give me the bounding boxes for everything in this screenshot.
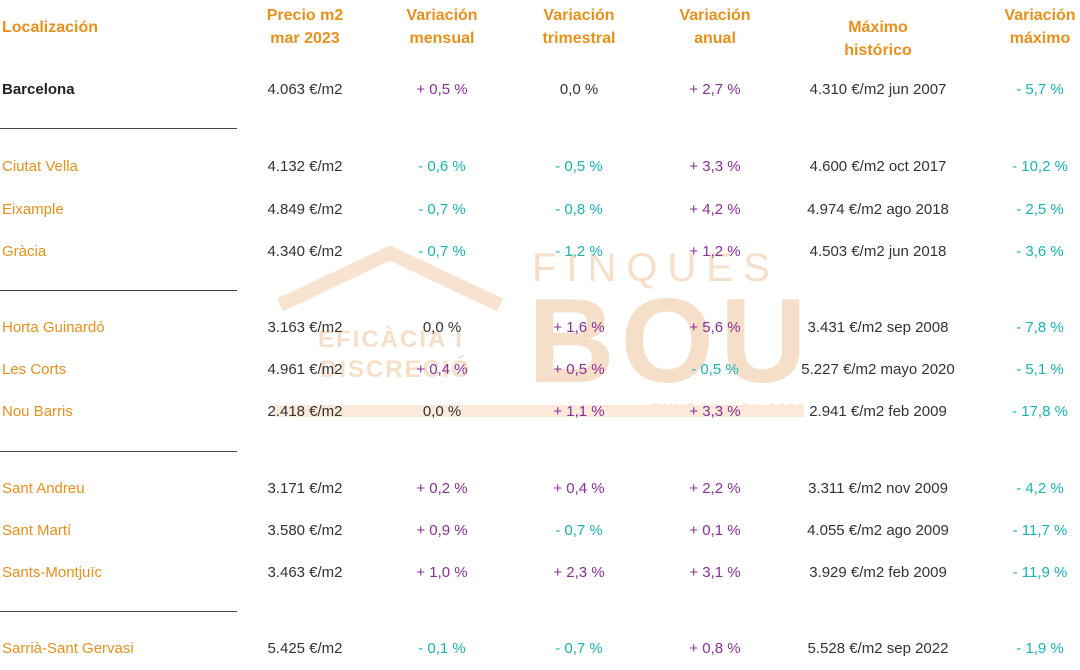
variacion-mensual-cell: 0,0 % [422,319,462,336]
price-cell: 4.961 €/m2 [267,361,343,378]
variacion-anual-cell: + 5,6 % [689,319,741,336]
location-label: Ciutat Vella [2,158,78,175]
price-cell: 4.132 €/m2 [267,158,343,175]
group-separator [0,611,237,612]
variacion-trimestral-cell: - 0,7 % [555,522,603,539]
variacion-mensual-cell: + 0,4 % [416,361,468,378]
location-label: Horta Guinardó [2,319,105,336]
variacion-mensual-cell: + 0,5 % [416,81,468,98]
location-label: Sants-Montjuïc [2,564,103,581]
watermark-bou: BOU [528,274,813,408]
variacion-trimestral-cell: + 1,1 % [553,403,605,420]
variacion-mensual-cell: - 0,7 % [418,201,466,218]
location-label: Sant Andreu [2,480,85,497]
price-cell: 4.849 €/m2 [267,201,343,218]
header-maximo-historico: Máximo histórico [844,19,912,59]
variacion-maximo-cell: - 11,9 % [1012,564,1068,581]
price-cell: 4.063 €/m2 [267,81,343,98]
maximo-historico-cell: 4.503 €/m2 jun 2018 [809,243,947,260]
variacion-maximo-cell: - 5,7 % [1016,81,1064,98]
location-label: Sarrià-Sant Gervasi [2,640,134,657]
variacion-maximo-cell: - 4,2 % [1016,480,1064,497]
price-cell: 3.163 €/m2 [267,319,343,336]
variacion-anual-cell: + 4,2 % [689,201,741,218]
variacion-trimestral-cell: - 0,5 % [555,158,603,175]
variacion-maximo-cell: - 3,6 % [1016,243,1064,260]
maximo-historico-cell: 2.941 €/m2 feb 2009 [809,403,947,420]
header-variacion-maximo: Variación máximo [1004,7,1076,47]
header-variacion-trimestral: Variación trimestral [542,7,616,47]
variacion-anual-cell: + 3,3 % [689,158,741,175]
price-cell: 5.425 €/m2 [267,640,343,657]
variacion-anual-cell: + 2,7 % [689,81,741,98]
price-cell: 2.418 €/m2 [267,403,343,420]
variacion-trimestral-cell: + 0,5 % [553,361,605,378]
variacion-mensual-cell: + 1,0 % [416,564,468,581]
variacion-mensual-cell: - 0,1 % [418,640,466,657]
variacion-trimestral-cell: - 0,8 % [555,201,603,218]
location-label: Les Corts [2,361,67,378]
variacion-anual-cell: + 3,3 % [689,403,741,420]
variacion-maximo-cell: - 11,7 % [1012,522,1068,539]
maximo-historico-cell: 4.600 €/m2 oct 2017 [809,158,947,175]
price-cell: 4.340 €/m2 [267,243,343,260]
location-label: Barcelona [2,81,75,98]
variacion-anual-cell: - 0,5 % [691,361,739,378]
maximo-historico-cell: 5.528 €/m2 sep 2022 [807,640,949,657]
maximo-historico-cell: 5.227 €/m2 mayo 2020 [801,361,955,378]
variacion-maximo-cell: - 10,2 % [1012,158,1068,175]
variacion-anual-cell: + 3,1 % [689,564,741,581]
variacion-trimestral-cell: + 0,4 % [553,480,605,497]
variacion-anual-cell: + 0,1 % [689,522,741,539]
variacion-mensual-cell: + 0,2 % [416,480,468,497]
variacion-anual-cell: + 1,2 % [689,243,741,260]
variacion-mensual-cell: - 0,7 % [418,243,466,260]
group-separator [0,290,237,291]
price-cell: 3.463 €/m2 [267,564,343,581]
group-separator [0,128,237,129]
variacion-maximo-cell: - 1,9 % [1016,640,1064,657]
location-label: Sant Martí [2,522,72,539]
variacion-maximo-cell: - 5,1 % [1016,361,1064,378]
variacion-maximo-cell: - 7,8 % [1016,319,1064,336]
variacion-trimestral-cell: 0,0 % [559,81,599,98]
header-localizacion: Localización [2,19,99,36]
header-variacion-anual: Variación anual [679,7,751,47]
variacion-trimestral-cell: - 0,7 % [555,640,603,657]
price-cell: 3.171 €/m2 [267,480,343,497]
location-label: Nou Barris [2,403,73,420]
price-cell: 3.580 €/m2 [267,522,343,539]
variacion-mensual-cell: + 0,9 % [416,522,468,539]
variacion-trimestral-cell: + 2,3 % [553,564,605,581]
location-label: Eixample [2,201,64,218]
maximo-historico-cell: 4.974 €/m2 ago 2018 [807,201,949,218]
group-separator [0,451,237,452]
maximo-historico-cell: 3.929 €/m2 feb 2009 [809,564,947,581]
variacion-mensual-cell: - 0,6 % [418,158,466,175]
header-variacion-mensual: Variación mensual [406,7,478,47]
location-label: Gràcia [2,243,47,260]
variacion-trimestral-cell: - 1,2 % [555,243,603,260]
variacion-anual-cell: + 0,8 % [689,640,741,657]
maximo-historico-cell: 3.431 €/m2 sep 2008 [807,319,949,336]
variacion-trimestral-cell: + 1,6 % [553,319,605,336]
variacion-anual-cell: + 2,2 % [689,480,741,497]
maximo-historico-cell: 4.310 €/m2 jun 2007 [809,81,947,98]
maximo-historico-cell: 4.055 €/m2 ago 2009 [807,522,949,539]
variacion-maximo-cell: - 2,5 % [1016,201,1064,218]
variacion-mensual-cell: 0,0 % [422,403,462,420]
maximo-historico-cell: 3.311 €/m2 nov 2009 [808,480,948,497]
variacion-maximo-cell: - 17,8 % [1012,403,1068,420]
header-precio: Precio m2 mar 2023 [266,7,344,47]
